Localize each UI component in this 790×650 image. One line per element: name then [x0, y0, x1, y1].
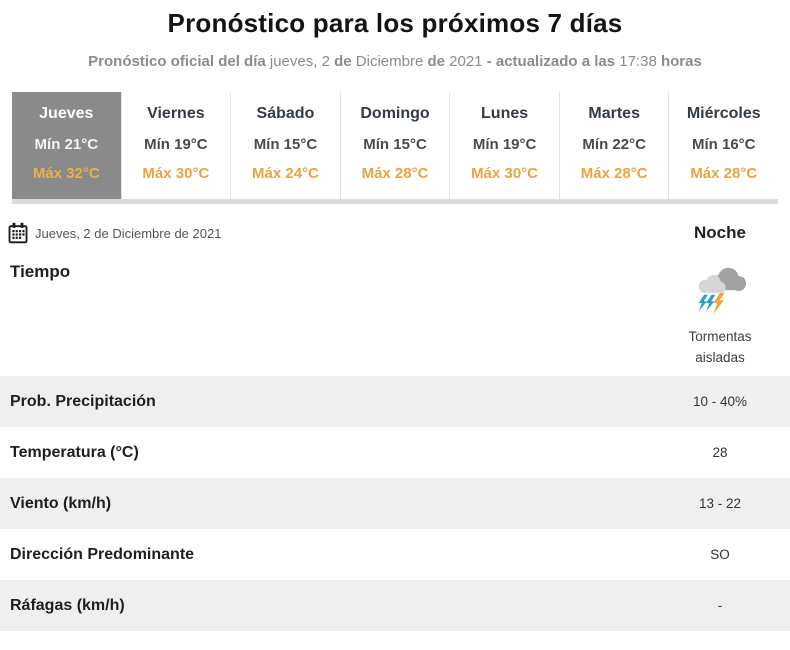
- day-tab-jueves[interactable]: Jueves Mín 21°C Máx 32°C: [12, 92, 121, 199]
- weather-caption: Tormentas aisladas: [654, 326, 786, 368]
- tab-max-temp: Máx 32°C: [32, 165, 100, 182]
- forecast-subtitle: Pronóstico oficial del día jueves, 2 de …: [0, 52, 790, 72]
- detail-row-label: Ráfagas (km/h): [10, 596, 125, 614]
- weather-row-label: Tiempo: [10, 262, 71, 281]
- day-tab-sabado[interactable]: Sábado Mín 15°C Máx 24°C: [230, 92, 340, 199]
- day-tab-lunes[interactable]: Lunes Mín 19°C Máx 30°C: [449, 92, 559, 199]
- tab-max-temp: Máx 30°C: [471, 165, 539, 182]
- tabstrip-underline: [12, 199, 778, 204]
- tab-min-temp: Mín 22°C: [582, 136, 646, 153]
- tab-max-temp: Máx 28°C: [361, 165, 429, 182]
- subtitle-segment: jueves, 2: [269, 53, 335, 70]
- tab-min-temp: Mín 19°C: [144, 136, 208, 153]
- weather-caption-line2: aisladas: [695, 350, 745, 365]
- storm-icon: [698, 267, 747, 315]
- subtitle-segment: Pronóstico oficial del día: [88, 53, 270, 70]
- detail-row-label: Dirección Predominante: [10, 545, 195, 563]
- detail-row-value: SO: [710, 547, 730, 562]
- weather-caption-line1: Tormentas: [688, 329, 752, 344]
- tab-min-temp: Mín 15°C: [363, 136, 427, 153]
- day-tab-viernes[interactable]: Viernes Mín 19°C Máx 30°C: [120, 92, 231, 199]
- tab-max-temp: Máx 24°C: [252, 165, 319, 182]
- forecast-panel: Pronóstico para los próximos 7 días Pron…: [0, 6, 790, 650]
- detail-row-prob-precipitacion: Prob. Precipitación 10 - 40%: [0, 376, 790, 427]
- tab-day-label: Martes: [588, 105, 640, 122]
- day-tab-miercoles[interactable]: Miércoles Mín 16°C Máx 28°C: [668, 92, 779, 199]
- tab-max-temp: Máx 30°C: [142, 165, 210, 182]
- tab-min-temp: Mín 15°C: [253, 136, 318, 153]
- detail-row-temperatura-c: Temperatura (°C) 28: [0, 427, 790, 478]
- detail-row-value: 28: [712, 445, 728, 460]
- page-title: Pronóstico para los próximos 7 días: [167, 8, 623, 38]
- tab-day-label: Sábado: [256, 105, 315, 122]
- selected-date: Jueves, 2 de Diciembre de 2021: [8, 222, 654, 244]
- tab-max-temp: Máx 28°C: [690, 165, 758, 182]
- tab-day-label: Domingo: [360, 105, 430, 122]
- detail-row-label: Temperatura (°C): [10, 443, 139, 461]
- detail-row-rafagas-km-h: Ráfagas (km/h) -: [0, 580, 790, 631]
- subtitle-segment: Diciembre: [351, 53, 428, 70]
- detail-row-label: Viento (km/h): [10, 494, 112, 512]
- tab-min-temp: Mín 19°C: [472, 136, 537, 153]
- detail-row-viento-km-h: Viento (km/h) 13 - 22: [0, 478, 790, 529]
- detail-row-label: Prob. Precipitación: [10, 392, 156, 410]
- subtitle-segment: 2021: [444, 53, 487, 70]
- tab-max-temp: Máx 28°C: [580, 165, 648, 182]
- subtitle-segment: 17:38: [619, 53, 661, 70]
- detail-row-value: 10 - 40%: [692, 394, 748, 409]
- day-tab-domingo[interactable]: Domingo Mín 15°C Máx 28°C: [339, 92, 450, 199]
- detail-row-value: 13 - 22: [698, 496, 742, 511]
- day-tab-martes[interactable]: Martes Mín 22°C Máx 28°C: [558, 92, 669, 199]
- tab-day-label: Miércoles: [686, 105, 761, 122]
- subtitle-segment: - actualizado a las: [486, 53, 620, 70]
- tab-day-label: Viernes: [147, 105, 205, 122]
- detail-rows: Prob. Precipitación 10 - 40% Temperatura (…: [0, 376, 790, 631]
- period-label: Noche: [694, 223, 746, 242]
- tab-min-temp: Mín 21°C: [34, 136, 99, 153]
- selected-date-label: Jueves, 2 de Diciembre de 2021: [35, 225, 222, 241]
- subtitle-segment: de: [334, 53, 352, 70]
- tab-day-label: Jueves: [39, 105, 94, 122]
- detail-row-direccion-predominante: Dirección Predominante SO: [0, 529, 790, 580]
- tab-day-label: Lunes: [481, 105, 529, 122]
- weather-condition-row: Tiempo Tormenta: [0, 250, 790, 376]
- detail-row-value: -: [717, 598, 723, 613]
- selected-date-row: Jueves, 2 de Diciembre de 2021 Noche: [0, 216, 790, 250]
- calendar-icon: [8, 222, 28, 244]
- weather-condition: Tormentas aisladas: [654, 262, 786, 368]
- subtitle-segment: horas: [660, 53, 702, 70]
- subtitle-segment: de: [427, 53, 445, 70]
- tab-min-temp: Mín 16°C: [692, 136, 756, 153]
- day-tabstrip: Jueves Mín 21°C Máx 32°C Viernes Mín 19°C Máx…: [12, 92, 779, 199]
